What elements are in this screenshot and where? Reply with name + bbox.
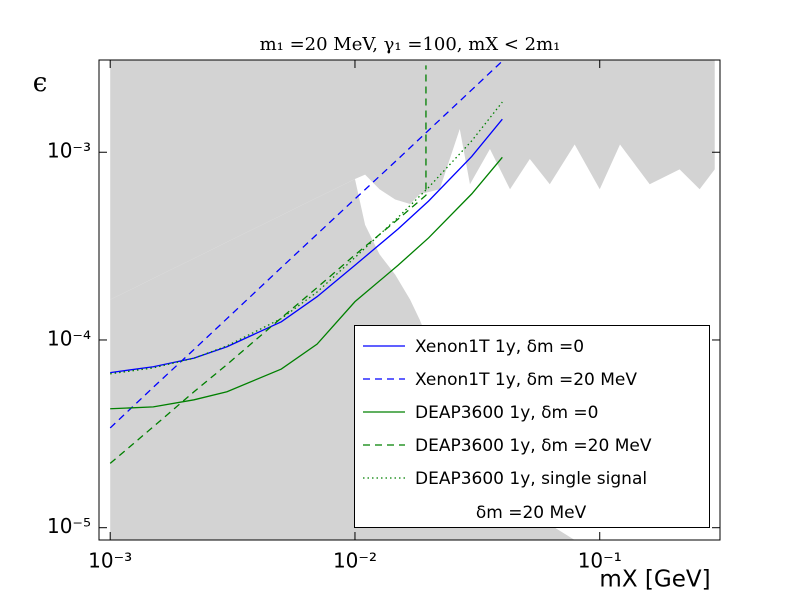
- legend-label: Xenon1T 1y, δm =20 MeV: [415, 370, 637, 390]
- legend-label: DEAP3600 1y, single signal δm =20 MeV: [415, 469, 648, 523]
- x-tick-label: 10⁻¹: [578, 549, 622, 573]
- chart-title: m₁ =20 MeV, γ₁ =100, mX < 2m₁: [260, 34, 561, 55]
- legend-label: DEAP3600 1y, δm =0: [415, 403, 599, 423]
- legend-entry: DEAP3600 1y, δm =20 MeV: [355, 429, 709, 462]
- legend-swatch: [363, 345, 405, 347]
- y-tick-label: 10⁻⁵: [47, 514, 91, 538]
- excluded-region-upper: [110, 60, 715, 300]
- legend: Xenon1T 1y, δm =0 Xenon1T 1y, δm =20 MeV D…: [354, 325, 710, 528]
- legend-swatch: [363, 477, 405, 479]
- series-line: [110, 101, 503, 375]
- series-line: [109, 60, 503, 429]
- legend-swatch: [363, 411, 405, 413]
- plot-frame: [98, 59, 721, 541]
- y-axis-label: ϵ: [33, 68, 48, 98]
- legend-swatch: [363, 444, 405, 446]
- series-line: [110, 156, 503, 410]
- legend-entry: Xenon1T 1y, δm =20 MeV: [355, 363, 709, 396]
- legend-entry: DEAP3600 1y, δm =0: [355, 396, 709, 429]
- y-tick-label: 10⁻⁴: [47, 326, 91, 350]
- x-tick-label: 10⁻³: [88, 549, 132, 573]
- legend-label: Xenon1T 1y, δm =0: [415, 337, 585, 357]
- x-axis-label: mX [GeV]: [599, 567, 710, 593]
- legend-entry: Xenon1T 1y, δm =0: [355, 330, 709, 363]
- legend-label: DEAP3600 1y, δm =20 MeV: [415, 436, 652, 456]
- legend-entry: DEAP3600 1y, single signal δm =20 MeV: [355, 462, 709, 523]
- y-tick-label: 10⁻³: [47, 139, 91, 163]
- series-line: [110, 118, 503, 374]
- legend-swatch: [363, 378, 405, 380]
- x-tick-label: 10⁻²: [333, 549, 377, 573]
